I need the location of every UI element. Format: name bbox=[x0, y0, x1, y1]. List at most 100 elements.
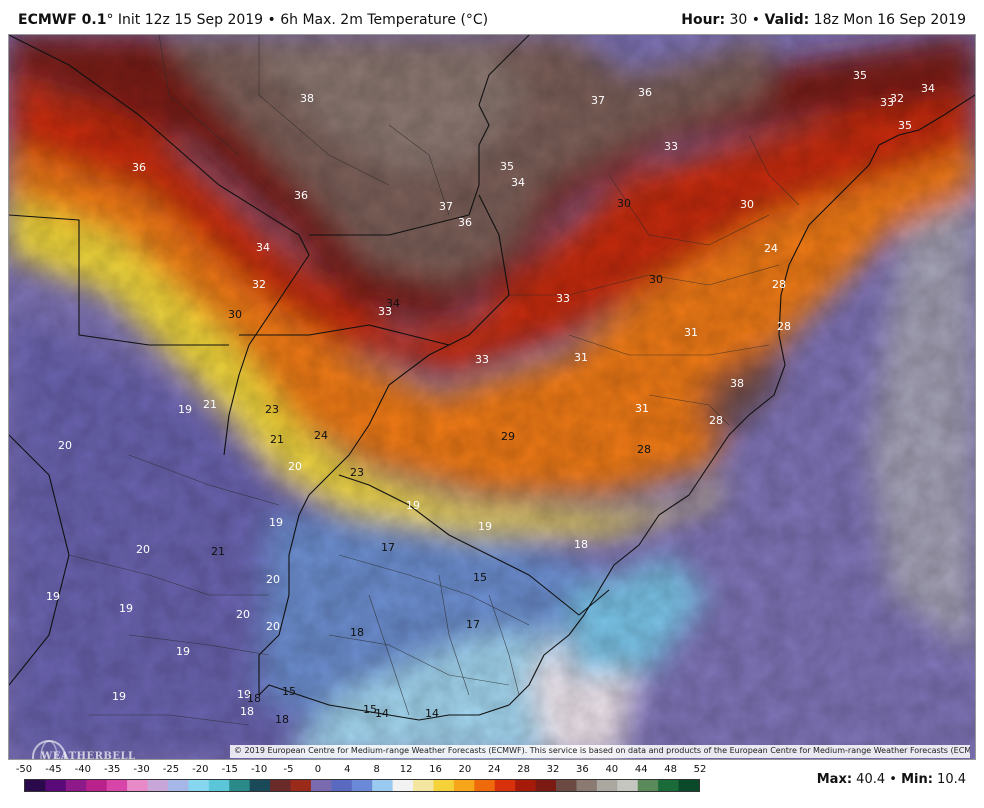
colorbar-swatch bbox=[658, 780, 680, 791]
border-bolivia bbox=[9, 214, 229, 346]
temperature-label: 30 bbox=[649, 273, 663, 286]
border-brazil-argentina bbox=[258, 194, 510, 695]
temperature-label: 17 bbox=[466, 618, 480, 631]
temperature-label: 19 bbox=[478, 520, 492, 533]
colorbar-swatch bbox=[86, 780, 108, 791]
temperature-label: 14 bbox=[425, 707, 439, 720]
coastline bbox=[258, 94, 975, 721]
temperature-label: 19 bbox=[112, 690, 126, 703]
temperature-label: 31 bbox=[574, 351, 588, 364]
colorbar-swatch bbox=[106, 780, 128, 791]
colorbar-tick-label: -30 bbox=[133, 764, 150, 775]
colorbar-swatch bbox=[413, 780, 435, 791]
temperature-label: 20 bbox=[288, 460, 302, 473]
field-texture bbox=[9, 35, 975, 759]
temperature-label: 34 bbox=[921, 82, 935, 95]
temperature-label: 37 bbox=[591, 94, 605, 107]
colorbar-swatch bbox=[208, 780, 230, 791]
colorbar-tick-label: 8 bbox=[373, 764, 380, 775]
colorbar-tick-label: 24 bbox=[487, 764, 501, 775]
valid-value: 18z Mon 16 Sep 2019 bbox=[809, 12, 966, 28]
temperature-label: 20 bbox=[136, 543, 150, 556]
colorbar-tick-label: 20 bbox=[458, 764, 472, 775]
header: ECMWF 0.1° Init 12z 15 Sep 2019 • 6h Max… bbox=[0, 0, 984, 34]
colorbar-swatch bbox=[596, 780, 618, 791]
colorbar-swatch bbox=[331, 780, 353, 791]
temperature-label: 15 bbox=[363, 703, 377, 716]
temperature-label: 30 bbox=[228, 308, 242, 321]
min-label: Min: bbox=[901, 772, 933, 787]
colorbar-swatch bbox=[637, 780, 659, 791]
temperature-map[interactable]: 38 37 36 35 33 32 34 35 36 33 35 34 36 37 36 30 30 34 24 30… bbox=[8, 34, 976, 760]
temperature-label: 36 bbox=[132, 161, 146, 174]
temperature-label: 18 bbox=[574, 538, 588, 551]
temperature-label: 37 bbox=[439, 200, 453, 213]
colorbar-legend: -50 -45 -40 -35 -30 -25 -20 -15 -10 -5 0 4 8 12 16 20 24… bbox=[0, 762, 984, 808]
map-title: ECMWF 0.1° Init 12z 15 Sep 2019 • 6h Max… bbox=[18, 12, 488, 28]
colorbar-tick-label: -50 bbox=[15, 764, 33, 775]
temperature-label: 31 bbox=[635, 402, 649, 415]
colorbar-tick-label: 28 bbox=[517, 764, 531, 775]
colorbar-swatch bbox=[515, 780, 537, 791]
model-name: ECMWF 0.1 bbox=[18, 12, 107, 28]
valid-label: Valid: bbox=[764, 12, 810, 28]
colorbar-swatch bbox=[617, 780, 639, 791]
colorbar-swatch bbox=[494, 780, 516, 791]
border-paraguay-brazil bbox=[309, 35, 530, 236]
temperature-label: 15 bbox=[473, 571, 487, 584]
temperature-label: 18 bbox=[350, 626, 364, 639]
temperature-label: 34 bbox=[511, 176, 525, 189]
temperature-label: 19 bbox=[176, 645, 190, 658]
temperature-label: 36 bbox=[458, 216, 472, 229]
temperature-label: 28 bbox=[637, 443, 651, 456]
colorbar-tick-label: 40 bbox=[605, 764, 619, 775]
colorbar-swatch bbox=[453, 780, 475, 791]
temperature-label: 36 bbox=[638, 86, 652, 99]
temperature-label: 20 bbox=[266, 620, 280, 633]
init-description: ° Init 12z 15 Sep 2019 • 6h Max. 2m Temp… bbox=[106, 12, 489, 28]
temperature-label: 14 bbox=[375, 707, 389, 720]
max-label: Max: bbox=[816, 772, 853, 787]
colorbar-swatch bbox=[229, 780, 251, 791]
temperature-label: 19 bbox=[46, 590, 60, 603]
colorbar-swatch bbox=[45, 780, 67, 791]
temperature-label: 36 bbox=[294, 189, 308, 202]
colorbar-swatch bbox=[290, 780, 312, 791]
temperature-label: 33 bbox=[378, 305, 392, 318]
colorbar-swatch bbox=[127, 780, 149, 791]
temperature-label: 33 bbox=[664, 140, 678, 153]
colorbar-tick-label: 16 bbox=[429, 764, 442, 775]
colorbar-tick-label: -5 bbox=[283, 764, 294, 775]
temperature-label: 19 bbox=[119, 602, 133, 615]
temperature-label: 19 bbox=[237, 688, 251, 701]
colorbar-swatch bbox=[556, 780, 578, 791]
temperature-label: 38 bbox=[300, 92, 314, 105]
colorbar-swatch bbox=[249, 780, 271, 791]
colorbar-swatch bbox=[188, 780, 210, 791]
temperature-label: 18 bbox=[275, 713, 289, 726]
colorbar-swatch bbox=[576, 780, 598, 791]
colorbar-tick-label: -40 bbox=[74, 764, 91, 775]
temperature-label: 32 bbox=[252, 278, 266, 291]
colorbar-tick-label: -20 bbox=[192, 764, 209, 775]
colorbar-tick-label: 32 bbox=[546, 764, 560, 775]
colorbar-tick-label: 52 bbox=[693, 764, 707, 775]
temperature-label: 30 bbox=[617, 197, 631, 210]
colorbar-tick-label: -45 bbox=[45, 764, 62, 775]
colorbar-tick-label: 4 bbox=[344, 764, 351, 775]
temperature-label: 33 bbox=[475, 353, 489, 366]
forecast-valid-time: Hour: 30 • Valid: 18z Mon 16 Sep 2019 bbox=[681, 12, 966, 28]
temperature-label: 21 bbox=[203, 398, 217, 411]
hour-label: Hour: bbox=[681, 12, 726, 28]
temperature-label: 19 bbox=[406, 499, 420, 512]
weatherbell-logo: WEATHERBELL bbox=[27, 737, 137, 759]
temperature-label: 28 bbox=[777, 320, 791, 333]
logo-mark bbox=[32, 740, 66, 759]
colorbar-swatch bbox=[65, 780, 87, 791]
colorbar bbox=[24, 779, 700, 792]
temperature-label: 34 bbox=[386, 297, 400, 310]
min-value: 10.4 bbox=[932, 772, 966, 787]
temperature-label: 20 bbox=[236, 608, 250, 621]
colorbar-tick-label: -35 bbox=[104, 764, 121, 775]
